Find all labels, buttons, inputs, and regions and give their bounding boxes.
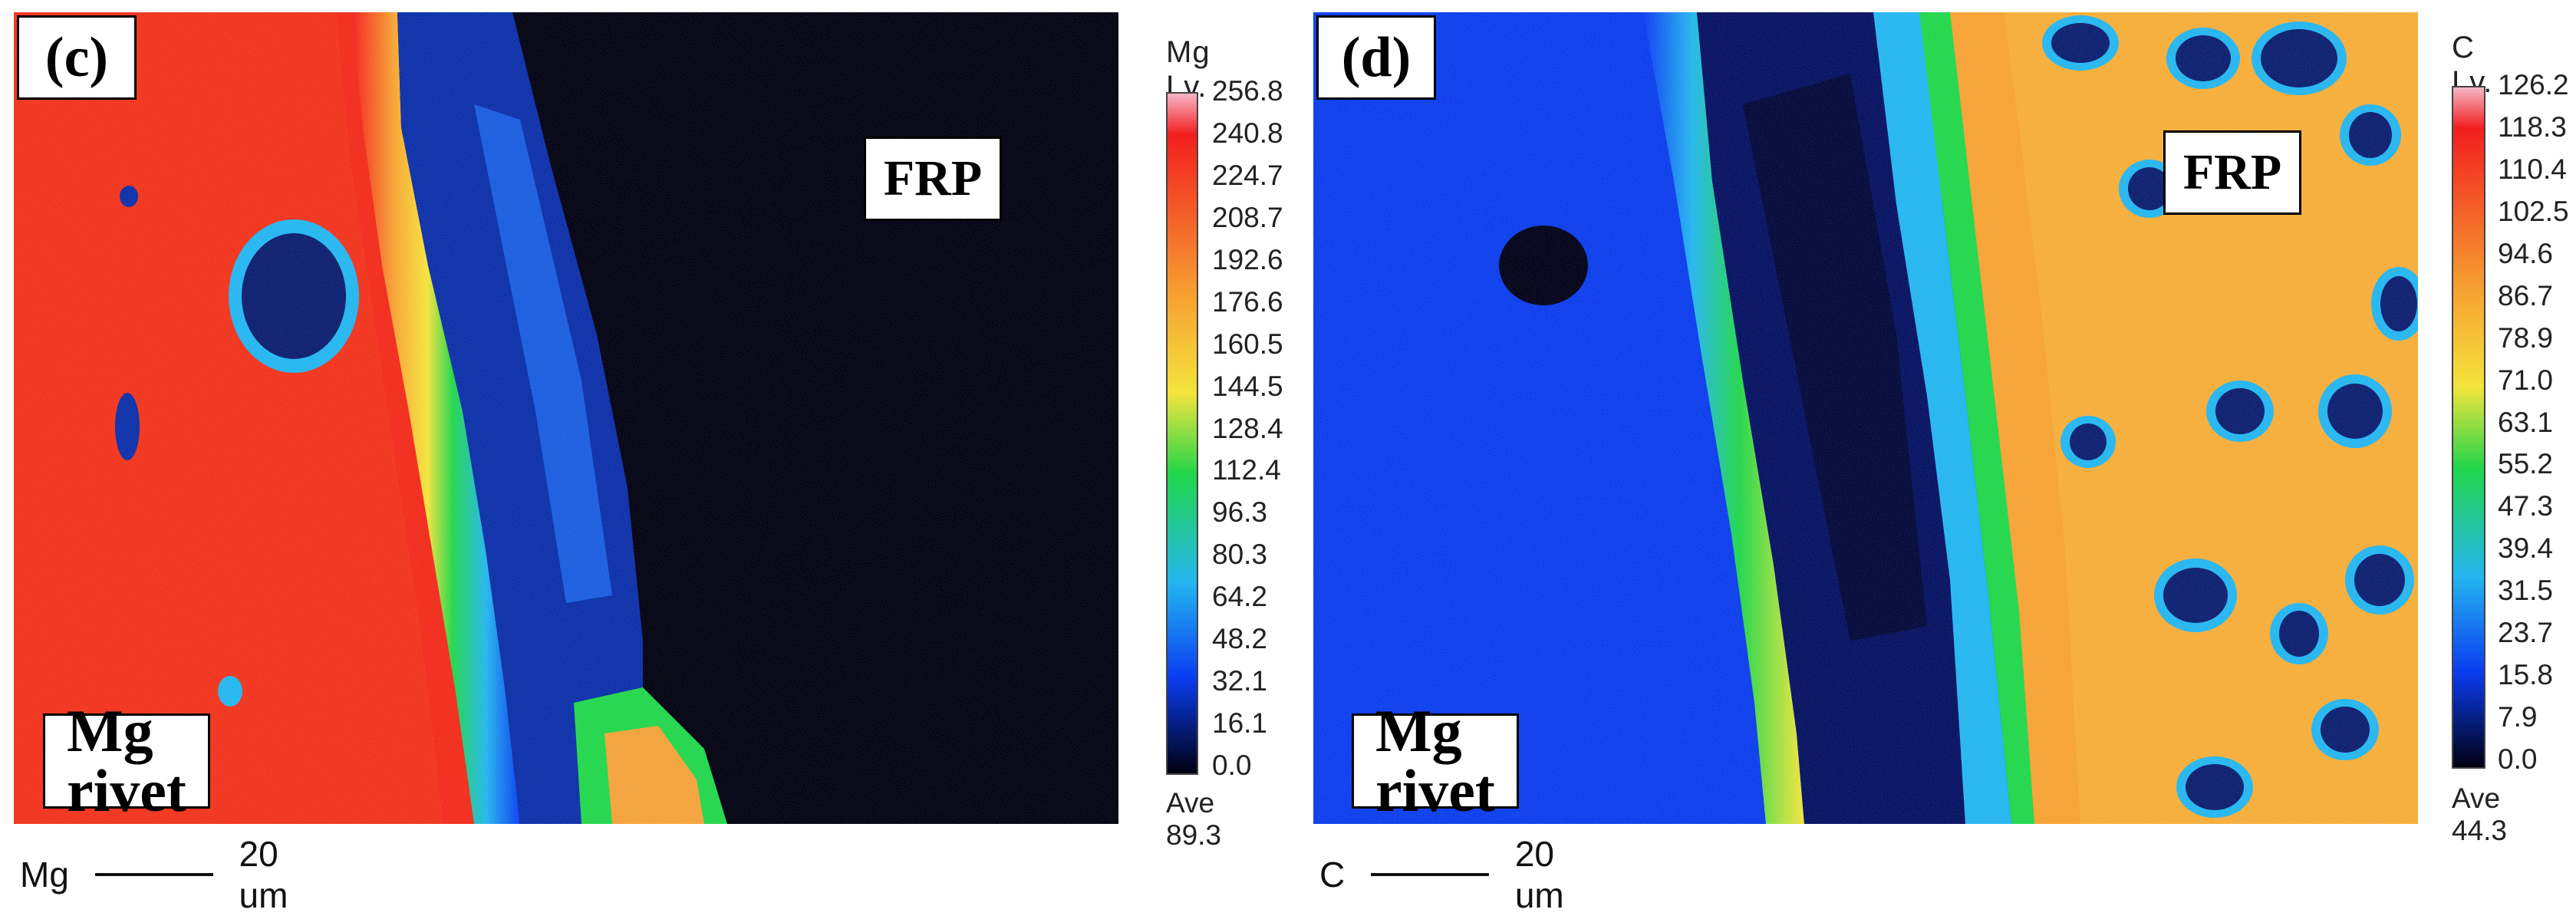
element-name: C [1319, 855, 1346, 895]
mg-rivet-label: Mg rivet [43, 701, 210, 821]
scale-tick: 31.5 [2498, 575, 2554, 607]
frp-label: FRP [2163, 130, 2301, 215]
scale-tick: 32.1 [1212, 665, 1268, 697]
scale-tick: 15.8 [2498, 659, 2554, 691]
scale-bar-line [94, 873, 213, 876]
average-value: Ave 89.3 [1166, 787, 1222, 851]
color-scale-bar [1166, 92, 1198, 775]
scale-tick: 23.7 [2498, 617, 2554, 649]
scale-tick: 16.1 [1212, 707, 1268, 740]
scale-tick: 208.7 [1212, 201, 1283, 233]
scale-tick: 39.4 [2498, 532, 2554, 565]
scale-tick: 64.2 [1212, 581, 1268, 613]
color-scale-ticks: 256.8 240.8 224.7 208.7 192.6 176.6 160.… [1212, 77, 1283, 779]
color-scale-ticks: 126.2 118.3 110.4 102.5 94.6 86.7 78.9 7… [2498, 71, 2569, 773]
scale-tick: 48.2 [1212, 623, 1268, 655]
scale-tick: 71.0 [2498, 364, 2554, 396]
scale-tick: 96.3 [1212, 496, 1268, 529]
scale-tick: 160.5 [1212, 328, 1283, 360]
mg-rivet-label: Mg rivet [1352, 701, 1519, 821]
scale-tick: 112.4 [1212, 454, 1281, 486]
scale-bar-text: 20 um [239, 834, 288, 915]
frp-label: FRP [864, 137, 1002, 221]
scale-tick: 240.8 [1212, 117, 1283, 149]
scale-tick: 126.2 [2498, 69, 2569, 100]
scale-tick: 86.7 [2498, 279, 2554, 311]
scale-tick: 0.0 [2498, 743, 2538, 775]
scale-tick: 47.3 [2498, 490, 2554, 522]
scale-tick: 176.6 [1212, 285, 1283, 318]
scale-tick: 256.8 [1212, 75, 1283, 107]
color-scale-bar [2452, 86, 2485, 769]
scale-tick: 110.4 [2498, 153, 2567, 185]
average-value: Ave 44.3 [2452, 783, 2508, 846]
scale-bar-text: 20 um [1514, 834, 1564, 915]
scale-tick: 63.1 [2498, 406, 2554, 438]
scale-tick: 224.7 [1212, 159, 1283, 191]
scale-bar-line [1371, 873, 1489, 876]
scale-tick: 55.2 [2498, 448, 2554, 480]
scale-tick: 7.9 [2498, 701, 2538, 733]
panel-tag-d: (d) [1316, 15, 1436, 100]
scale-tick: 0.0 [1212, 750, 1252, 781]
element-name: Mg [20, 855, 69, 895]
c-element-map [1313, 12, 2418, 824]
scale-tick: 94.6 [2498, 237, 2554, 269]
scale-tick: 80.3 [1212, 539, 1268, 571]
panel-tag-c: (c) [17, 15, 137, 100]
scale-bar: Mg 20 um [20, 833, 318, 916]
scale-tick: 128.4 [1212, 412, 1283, 444]
scale-bar: C 20 um [1319, 833, 1593, 916]
scale-tick: 102.5 [2498, 195, 2569, 227]
scale-tick: 118.3 [2498, 110, 2567, 143]
scale-tick: 192.6 [1212, 243, 1283, 275]
scale-tick: 78.9 [2498, 321, 2554, 354]
scale-tick: 144.5 [1212, 370, 1283, 402]
